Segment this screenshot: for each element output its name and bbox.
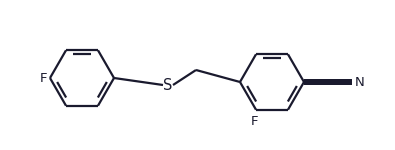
Text: F: F [40, 72, 47, 84]
Text: N: N [355, 75, 365, 88]
Text: F: F [250, 115, 258, 128]
Text: S: S [163, 78, 173, 93]
